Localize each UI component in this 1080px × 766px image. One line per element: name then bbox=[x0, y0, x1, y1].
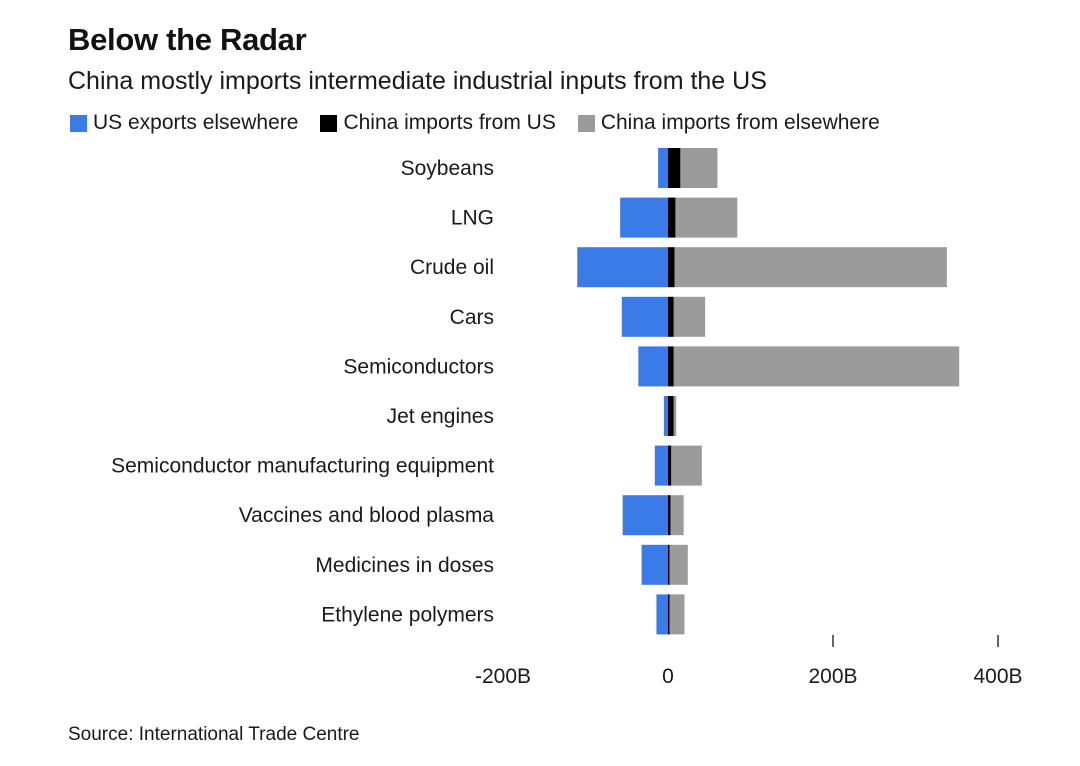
bar-us-exports-elsewhere bbox=[621, 296, 668, 337]
x-tick-label: 0 bbox=[662, 665, 674, 688]
x-tick-label: 200B bbox=[808, 665, 857, 688]
legend-item-china-imports-from-us: China imports from US bbox=[320, 111, 556, 135]
bar-china-imports-from-us bbox=[668, 495, 671, 536]
legend-swatch-blue bbox=[70, 114, 87, 132]
bar-china-imports-elsewhere bbox=[674, 247, 947, 288]
legend-swatch-gray bbox=[577, 114, 595, 132]
bar-china-imports-elsewhere bbox=[673, 346, 960, 387]
bar-china-imports-from-us bbox=[668, 445, 672, 486]
category-label: Cars bbox=[450, 306, 494, 329]
bar-china-imports-from-us bbox=[668, 197, 676, 238]
chart-title: Below the Radar bbox=[68, 22, 307, 57]
category-label: Soybeans bbox=[401, 157, 494, 180]
bar-us-exports-elsewhere bbox=[654, 445, 668, 486]
legend-label: China imports from US bbox=[343, 111, 556, 134]
bar-china-imports-from-us bbox=[668, 544, 670, 585]
legend-swatch-black bbox=[320, 114, 338, 132]
category-label: Vaccines and blood plasma bbox=[239, 504, 495, 527]
x-tick-label: 400B bbox=[973, 665, 1022, 688]
chart-subtitle: China mostly imports intermediate indust… bbox=[68, 67, 767, 95]
bar-china-imports-elsewhere bbox=[671, 445, 702, 486]
x-tick-label: -200B bbox=[475, 665, 531, 688]
bar-us-exports-elsewhere bbox=[638, 346, 668, 387]
category-label: LNG bbox=[451, 207, 494, 230]
bar-china-imports-elsewhere bbox=[669, 594, 685, 635]
category-label: Ethylene polymers bbox=[321, 603, 494, 626]
category-label: Jet engines bbox=[387, 405, 494, 428]
bar-china-imports-from-us bbox=[668, 247, 675, 288]
bar-china-imports-from-us bbox=[668, 346, 674, 387]
bar-us-exports-elsewhere bbox=[620, 197, 668, 238]
legend-item-us-exports-elsewhere: US exports elsewhere bbox=[70, 111, 298, 135]
category-label: Crude oil bbox=[410, 256, 494, 279]
legend-label: US exports elsewhere bbox=[93, 111, 299, 134]
source-note: Source: International Trade Centre bbox=[68, 724, 360, 745]
bar-china-imports-elsewhere bbox=[669, 544, 688, 585]
bar-china-imports-from-us bbox=[668, 594, 670, 635]
bar-china-imports-elsewhere bbox=[680, 148, 718, 188]
bar-china-imports-elsewhere bbox=[673, 396, 677, 436]
bar-us-exports-elsewhere bbox=[658, 148, 668, 188]
bar-china-imports-from-us bbox=[668, 148, 681, 188]
bar-china-imports-elsewhere bbox=[675, 197, 738, 238]
category-label: Semiconductors bbox=[343, 355, 494, 378]
bar-china-imports-elsewhere bbox=[673, 296, 706, 337]
bar-us-exports-elsewhere bbox=[656, 594, 668, 635]
category-label: Semiconductor manufacturing equipment bbox=[111, 455, 494, 478]
bar-us-exports-elsewhere bbox=[663, 396, 668, 436]
bar-china-imports-from-us bbox=[668, 396, 674, 436]
legend: US exports elsewhere China imports from … bbox=[70, 111, 902, 135]
bar-us-exports-elsewhere bbox=[641, 544, 668, 585]
bar-china-imports-from-us bbox=[668, 296, 674, 337]
bar-us-exports-elsewhere bbox=[577, 247, 668, 288]
legend-item-china-imports-elsewhere: China imports from elsewhere bbox=[577, 111, 880, 135]
bar-china-imports-elsewhere bbox=[670, 495, 684, 536]
bar-us-exports-elsewhere bbox=[622, 495, 668, 536]
category-label: Medicines in doses bbox=[315, 554, 494, 577]
legend-label: China imports from elsewhere bbox=[600, 111, 880, 134]
